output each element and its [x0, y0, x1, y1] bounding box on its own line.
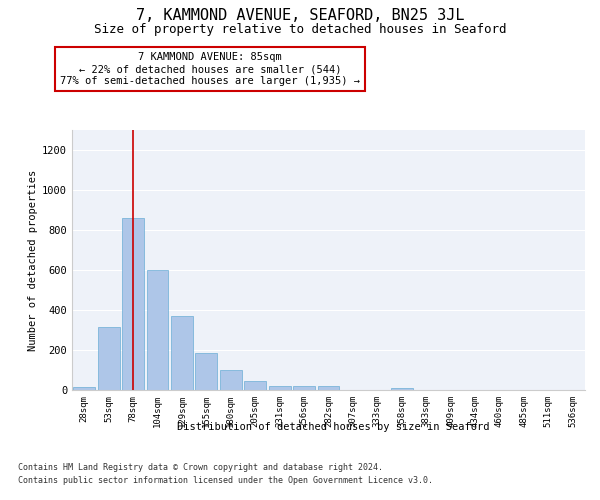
Bar [269, 386, 290, 390]
Bar [317, 386, 340, 390]
Text: Contains HM Land Registry data © Crown copyright and database right 2024.: Contains HM Land Registry data © Crown c… [18, 462, 383, 471]
Text: 7, KAMMOND AVENUE, SEAFORD, BN25 3JL: 7, KAMMOND AVENUE, SEAFORD, BN25 3JL [136, 8, 464, 22]
Bar [146, 270, 169, 390]
Bar [293, 386, 315, 390]
Bar [171, 316, 193, 390]
Bar [98, 327, 119, 390]
Y-axis label: Number of detached properties: Number of detached properties [28, 170, 38, 350]
Text: Distribution of detached houses by size in Seaford: Distribution of detached houses by size … [177, 422, 489, 432]
Text: Size of property relative to detached houses in Seaford: Size of property relative to detached ho… [94, 22, 506, 36]
Text: 7 KAMMOND AVENUE: 85sqm
← 22% of detached houses are smaller (544)
77% of semi-d: 7 KAMMOND AVENUE: 85sqm ← 22% of detache… [60, 52, 360, 86]
Bar [73, 387, 95, 390]
Text: Contains public sector information licensed under the Open Government Licence v3: Contains public sector information licen… [18, 476, 433, 485]
Bar [122, 218, 144, 390]
Bar [244, 380, 266, 390]
Bar [220, 370, 242, 390]
Bar [391, 388, 413, 390]
Bar [196, 353, 217, 390]
